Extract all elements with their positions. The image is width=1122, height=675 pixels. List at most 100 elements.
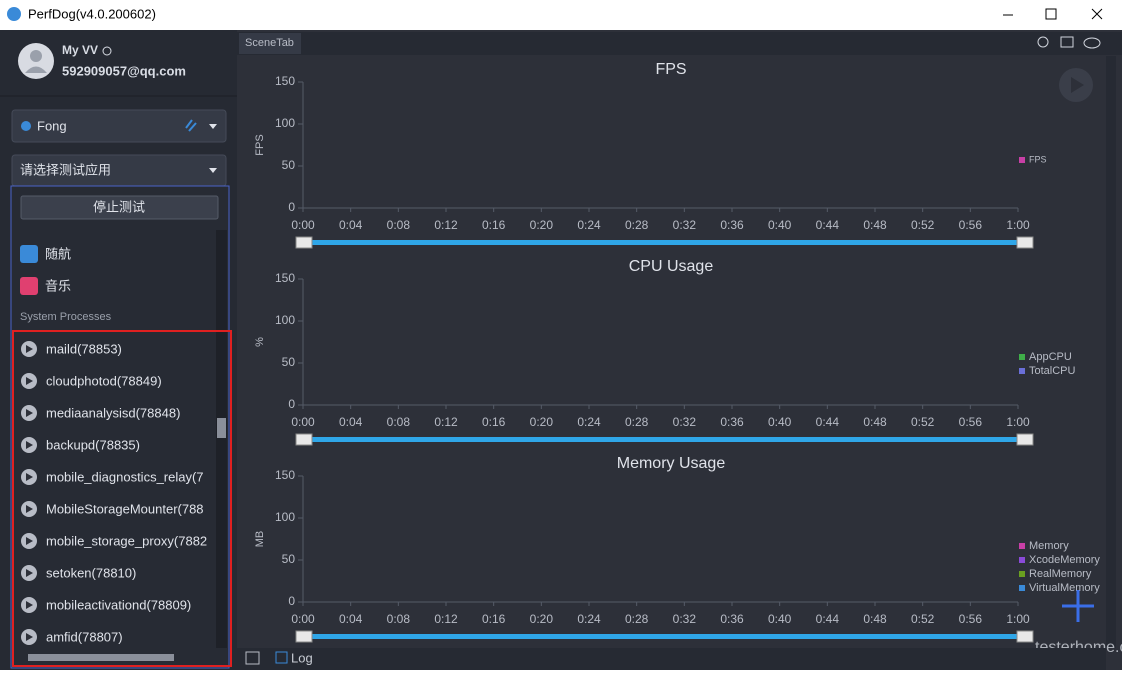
hscrollbar-thumb[interactable] — [28, 654, 174, 661]
app-icon — [7, 7, 21, 21]
log-checkbox[interactable] — [275, 651, 288, 664]
device-icon — [21, 121, 31, 131]
x-tick-label: 0:28 — [625, 612, 649, 626]
legend-swatch — [1019, 157, 1025, 163]
app-icon — [20, 245, 38, 263]
process-name[interactable]: mediaanalysisd(78848) — [46, 405, 180, 420]
x-tick-label: 1:00 — [1006, 415, 1030, 429]
x-tick-label: 0:40 — [768, 218, 792, 232]
y-tick-label: 50 — [282, 552, 296, 566]
legend-label: AppCPU — [1029, 351, 1072, 363]
y-tick-label: 100 — [275, 116, 295, 130]
x-tick-label: 0:04 — [339, 218, 363, 232]
y-tick-label: 0 — [288, 594, 295, 608]
dropdown-arrow — [209, 124, 217, 129]
stop-button-label: 停止测试 — [93, 199, 145, 214]
legend-label: TotalCPU — [1029, 365, 1076, 377]
x-tick-label: 0:20 — [530, 612, 554, 626]
bottom-bar — [237, 648, 1106, 670]
process-name[interactable]: mobile_diagnostics_relay(7 — [46, 469, 204, 484]
process-name[interactable]: MobileStorageMounter(788 — [46, 501, 204, 516]
process-icon-play — [26, 377, 33, 385]
x-tick-label: 0:24 — [577, 415, 601, 429]
log-label: Log — [291, 650, 313, 665]
y-tick-label: 0 — [288, 200, 295, 214]
process-icon-play — [26, 409, 33, 417]
slider-handle-end[interactable] — [1016, 433, 1034, 446]
slider-handle-start[interactable] — [295, 236, 313, 249]
scrollbar-thumb[interactable] — [217, 418, 226, 438]
cloud-icon[interactable] — [1083, 37, 1101, 49]
app-name[interactable]: 随航 — [45, 246, 71, 261]
process-name[interactable]: backupd(78835) — [46, 437, 140, 452]
legend-label: VirtualMemory — [1029, 582, 1100, 594]
process-name[interactable]: mobileactivationd(78809) — [46, 597, 191, 612]
process-name[interactable]: amfid(78807) — [46, 629, 123, 644]
legend-swatch — [1019, 368, 1025, 374]
app-name[interactable]: 音乐 — [45, 278, 71, 293]
x-tick-label: 0:56 — [959, 612, 983, 626]
x-tick-label: 0:48 — [863, 415, 887, 429]
tab-bar — [237, 32, 1122, 55]
avatar-head — [30, 50, 42, 62]
scene-tab[interactable] — [239, 33, 301, 54]
slider-handle-end[interactable] — [1016, 630, 1034, 643]
x-tick-label: 0:12 — [434, 218, 458, 232]
process-name[interactable]: setoken(78810) — [46, 565, 136, 580]
x-tick-label: 0:16 — [482, 612, 506, 626]
y-tick-label: 100 — [275, 313, 295, 327]
slider-handle-end[interactable] — [1016, 236, 1034, 249]
dropdown-arrow — [209, 168, 217, 173]
device-select[interactable] — [11, 109, 227, 143]
time-slider[interactable] — [303, 634, 1025, 639]
x-tick-label: 0:44 — [816, 415, 840, 429]
process-icon-play — [26, 601, 33, 609]
charts: FPS FPS 0 50 100 150 0:00 0:04 0:08 0:12 0:16 0:20 0… — [254, 61, 1100, 643]
legend-swatch — [1019, 557, 1025, 563]
x-tick-label: 0:08 — [387, 415, 411, 429]
add-button[interactable] — [1062, 590, 1094, 622]
legend-label: FPS — [1029, 154, 1047, 164]
power-icon[interactable] — [102, 46, 112, 56]
x-tick-label: 0:16 — [482, 218, 506, 232]
x-tick-label: 0:52 — [911, 612, 935, 626]
user-email: 592909057@qq.com — [62, 63, 186, 78]
y-axis-label: FPS — [254, 134, 266, 155]
main-scrollbar — [1106, 56, 1116, 648]
x-tick-label: 0:12 — [434, 415, 458, 429]
time-slider[interactable] — [303, 437, 1025, 442]
y-tick-label: 50 — [282, 355, 296, 369]
folder-icon[interactable] — [1060, 36, 1074, 48]
time-slider[interactable] — [303, 240, 1025, 245]
slider-handle-start[interactable] — [295, 630, 313, 643]
scrollbar-track — [216, 230, 227, 648]
process-name[interactable]: mobile_storage_proxy(7882 — [46, 533, 207, 548]
x-tick-label: 0:52 — [911, 218, 935, 232]
user-name: My VV — [62, 43, 98, 57]
expand-button[interactable] — [245, 651, 260, 665]
x-tick-label: 0:28 — [625, 218, 649, 232]
location-icon[interactable] — [1037, 36, 1049, 48]
process-name[interactable]: cloudphotod(78849) — [46, 373, 162, 388]
x-tick-label: 0:08 — [387, 218, 411, 232]
legend-label: RealMemory — [1029, 568, 1092, 580]
close-button[interactable] — [1091, 8, 1103, 20]
stop-button[interactable] — [20, 195, 219, 220]
x-tick-label: 0:00 — [291, 218, 315, 232]
process-name[interactable]: maild(78853) — [46, 341, 122, 356]
process-icon-play — [26, 537, 33, 545]
avatar-body — [25, 66, 47, 73]
scene-tab-label: SceneTab — [245, 37, 294, 49]
maximize-button[interactable] — [1045, 8, 1057, 20]
y-tick-label: 50 — [282, 158, 296, 172]
x-tick-label: 0:00 — [291, 612, 315, 626]
x-tick-label: 0:24 — [577, 218, 601, 232]
y-tick-label: 100 — [275, 510, 295, 524]
process-icon-play — [26, 633, 33, 641]
x-tick-label: 0:08 — [387, 612, 411, 626]
x-tick-label: 0:28 — [625, 415, 649, 429]
slider-handle-start[interactable] — [295, 433, 313, 446]
x-tick-label: 1:00 — [1006, 612, 1030, 626]
y-tick-label: 150 — [275, 271, 295, 285]
